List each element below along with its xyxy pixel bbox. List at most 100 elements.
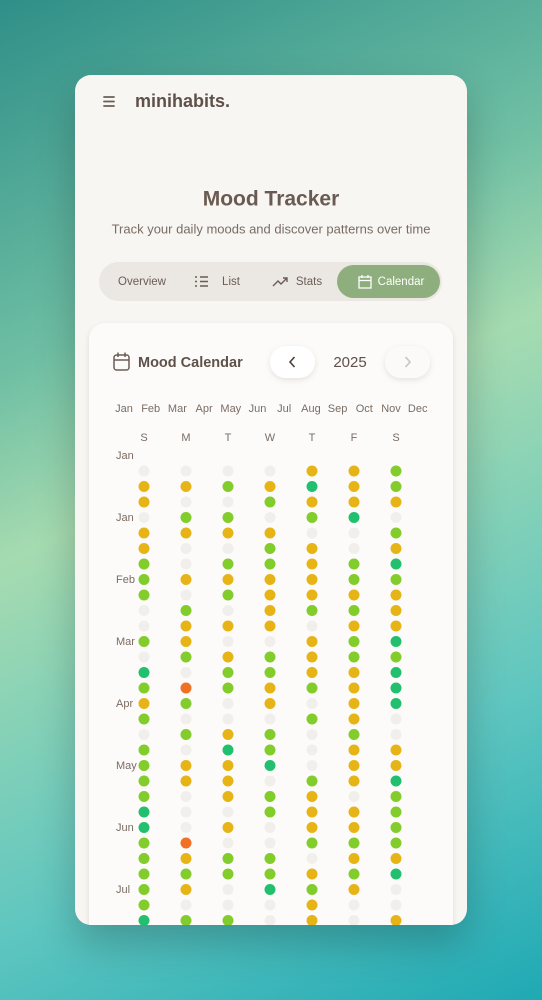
mood-dot[interactable] xyxy=(222,636,234,647)
mood-dot[interactable] xyxy=(222,899,234,911)
mood-dot[interactable] xyxy=(138,744,150,756)
mood-dot[interactable] xyxy=(348,667,360,678)
mood-dot[interactable] xyxy=(138,729,150,740)
mood-dot[interactable] xyxy=(306,837,318,849)
mood-dot[interactable] xyxy=(349,931,360,942)
mood-dot[interactable] xyxy=(348,512,360,523)
mood-dot[interactable] xyxy=(180,651,192,663)
mood-dot[interactable] xyxy=(223,931,234,942)
mood-dot[interactable] xyxy=(222,884,234,895)
mood-dot[interactable] xyxy=(222,512,234,523)
mood-dot[interactable] xyxy=(180,682,192,694)
prev-year-button[interactable] xyxy=(270,346,315,378)
mood-dot[interactable] xyxy=(264,574,276,585)
mood-dot[interactable] xyxy=(222,791,234,802)
mood-dot[interactable] xyxy=(138,605,150,616)
mood-dot[interactable] xyxy=(348,636,360,647)
mood-dot[interactable] xyxy=(222,527,234,539)
mood-dot[interactable] xyxy=(264,744,276,756)
mood-dot[interactable] xyxy=(181,931,192,942)
mood-dot[interactable] xyxy=(222,481,234,492)
mood-dot[interactable] xyxy=(264,651,276,663)
mood-dot[interactable] xyxy=(222,558,234,570)
mood-dot[interactable] xyxy=(180,822,192,833)
menu-icon[interactable] xyxy=(103,96,115,107)
mood-dot[interactable] xyxy=(222,775,234,787)
mood-dot[interactable] xyxy=(222,605,234,616)
mood-dot[interactable] xyxy=(138,636,150,647)
mood-dot[interactable] xyxy=(138,543,150,554)
mood-dot[interactable] xyxy=(390,574,402,585)
mood-dot[interactable] xyxy=(180,744,192,756)
mood-dot[interactable] xyxy=(306,651,318,663)
mood-dot[interactable] xyxy=(390,853,402,864)
mood-dot[interactable] xyxy=(391,931,402,942)
mood-dot[interactable] xyxy=(180,760,192,771)
mood-dot[interactable] xyxy=(180,512,192,523)
mood-dot[interactable] xyxy=(180,558,192,570)
mood-dot[interactable] xyxy=(348,713,360,725)
mood-dot[interactable] xyxy=(390,775,402,787)
mood-dot[interactable] xyxy=(222,543,234,554)
mood-dot[interactable] xyxy=(390,915,402,926)
mood-dot[interactable] xyxy=(348,589,360,601)
mood-dot[interactable] xyxy=(180,574,192,585)
mood-dot[interactable] xyxy=(306,822,318,833)
mood-dot[interactable] xyxy=(180,527,192,539)
mood-dot[interactable] xyxy=(180,775,192,787)
mood-dot[interactable] xyxy=(306,884,318,895)
mood-dot[interactable] xyxy=(390,543,402,554)
mood-dot[interactable] xyxy=(348,574,360,585)
mood-dot[interactable] xyxy=(306,465,318,477)
mood-dot[interactable] xyxy=(264,775,276,787)
mood-dot[interactable] xyxy=(306,729,318,740)
mood-dot[interactable] xyxy=(306,574,318,585)
mood-dot[interactable] xyxy=(222,806,234,818)
mood-dot[interactable] xyxy=(348,465,360,477)
mood-dot[interactable] xyxy=(264,884,276,895)
mood-dot[interactable] xyxy=(138,806,150,818)
mood-dot[interactable] xyxy=(180,806,192,818)
mood-dot[interactable] xyxy=(264,698,276,709)
mood-dot[interactable] xyxy=(348,481,360,492)
mood-dot[interactable] xyxy=(138,620,150,632)
mood-dot[interactable] xyxy=(306,713,318,725)
mood-dot[interactable] xyxy=(348,853,360,864)
mood-dot[interactable] xyxy=(306,775,318,787)
mood-dot[interactable] xyxy=(264,465,276,477)
mood-dot[interactable] xyxy=(180,853,192,864)
mood-dot[interactable] xyxy=(348,744,360,756)
mood-dot[interactable] xyxy=(348,837,360,849)
mood-dot[interactable] xyxy=(348,729,360,740)
mood-dot[interactable] xyxy=(264,822,276,833)
mood-dot[interactable] xyxy=(264,729,276,740)
mood-dot[interactable] xyxy=(180,899,192,911)
mood-dot[interactable] xyxy=(306,853,318,864)
mood-dot[interactable] xyxy=(222,651,234,663)
mood-dot[interactable] xyxy=(390,605,402,616)
mood-dot[interactable] xyxy=(390,558,402,570)
mood-dot[interactable] xyxy=(390,899,402,911)
mood-dot[interactable] xyxy=(264,636,276,647)
mood-dot[interactable] xyxy=(138,465,150,477)
mood-dot[interactable] xyxy=(348,775,360,787)
mood-dot[interactable] xyxy=(390,760,402,771)
mood-dot[interactable] xyxy=(390,651,402,663)
mood-dot[interactable] xyxy=(264,682,276,694)
mood-dot[interactable] xyxy=(390,713,402,725)
mood-dot[interactable] xyxy=(307,931,318,942)
mood-dot[interactable] xyxy=(180,713,192,725)
mood-dot[interactable] xyxy=(138,915,150,926)
mood-dot[interactable] xyxy=(348,496,360,508)
mood-dot[interactable] xyxy=(138,527,150,539)
mood-dot[interactable] xyxy=(180,791,192,802)
mood-dot[interactable] xyxy=(306,620,318,632)
mood-dot[interactable] xyxy=(348,806,360,818)
mood-dot[interactable] xyxy=(222,744,234,756)
mood-dot[interactable] xyxy=(306,682,318,694)
mood-dot[interactable] xyxy=(180,729,192,740)
mood-dot[interactable] xyxy=(390,806,402,818)
mood-dot[interactable] xyxy=(138,853,150,864)
mood-dot[interactable] xyxy=(390,744,402,756)
mood-dot[interactable] xyxy=(138,667,150,678)
